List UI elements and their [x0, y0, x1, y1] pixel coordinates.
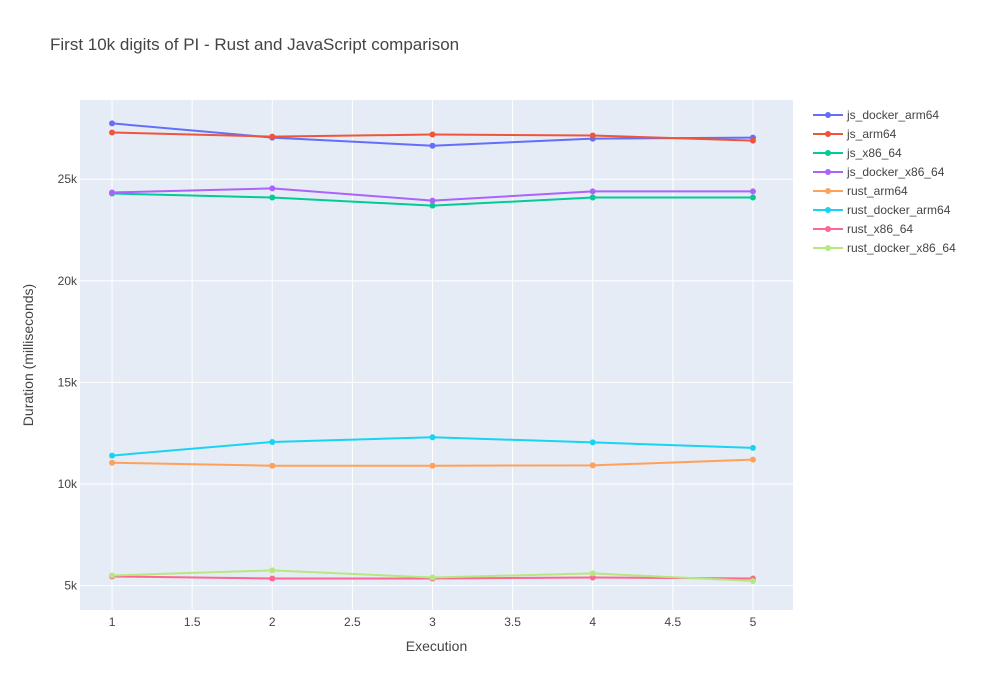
legend-label: js_docker_arm64: [846, 108, 939, 122]
legend-swatch-marker: [825, 226, 831, 232]
data-point[interactable]: [269, 575, 276, 582]
plot-area: [80, 100, 793, 610]
x-tick-label: 3.5: [504, 615, 521, 629]
data-point[interactable]: [109, 572, 116, 579]
series-rust-arm64[interactable]: [109, 456, 756, 469]
series-layer: [109, 120, 756, 584]
legend-item[interactable]: rust_x86_64: [813, 222, 913, 236]
x-tick-label: 5: [750, 615, 757, 629]
data-point[interactable]: [749, 194, 756, 201]
y-tick-label: 10k: [58, 477, 78, 491]
data-point[interactable]: [109, 189, 116, 196]
x-axis-ticks: 1 1.5 2 2.5 3 3.5 4 4.5 5: [109, 615, 757, 629]
y-tick-label: 20k: [58, 274, 78, 288]
data-point[interactable]: [269, 133, 276, 140]
x-tick-label: 4.5: [664, 615, 681, 629]
y-axis-title: Duration (milliseconds): [20, 284, 36, 426]
data-point[interactable]: [749, 577, 756, 584]
legend-label: js_arm64: [846, 127, 897, 141]
data-point[interactable]: [429, 202, 436, 209]
legend[interactable]: js_docker_arm64 js_arm64 js_x86_64 js_docke…: [813, 108, 956, 255]
series-js-docker-x86-64[interactable]: [109, 185, 756, 204]
data-point[interactable]: [109, 129, 116, 136]
x-tick-label: 3: [429, 615, 436, 629]
data-point[interactable]: [749, 456, 756, 463]
data-point[interactable]: [429, 197, 436, 204]
grid-lines: [80, 100, 793, 610]
legend-label: js_docker_x86_64: [846, 165, 945, 179]
series-js-x86-64[interactable]: [109, 190, 756, 209]
data-point[interactable]: [589, 462, 596, 469]
data-point[interactable]: [269, 185, 276, 192]
data-point[interactable]: [429, 574, 436, 581]
data-point[interactable]: [109, 459, 116, 466]
y-axis-ticks: 5k 10k 15k 20k 25k: [58, 172, 78, 592]
legend-label: rust_arm64: [847, 184, 908, 198]
data-point[interactable]: [269, 567, 276, 574]
x-axis-title: Execution: [406, 638, 467, 654]
series-rust-docker-x86-64[interactable]: [109, 567, 756, 584]
series-rust-docker-arm64[interactable]: [109, 434, 756, 459]
x-tick-label: 1.5: [184, 615, 201, 629]
series-js-arm64[interactable]: [109, 129, 756, 144]
legend-item[interactable]: js_docker_x86_64: [813, 165, 945, 179]
data-point[interactable]: [589, 132, 596, 139]
data-point[interactable]: [429, 131, 436, 138]
data-point[interactable]: [429, 434, 436, 441]
legend-label: rust_docker_x86_64: [847, 241, 956, 255]
data-point[interactable]: [749, 137, 756, 144]
legend-swatch-marker: [825, 150, 831, 156]
x-tick-label: 2: [269, 615, 276, 629]
legend-label: js_x86_64: [846, 146, 902, 160]
data-point[interactable]: [589, 188, 596, 195]
legend-label: rust_x86_64: [847, 222, 913, 236]
legend-item[interactable]: js_x86_64: [813, 146, 902, 160]
legend-swatch-marker: [825, 207, 831, 213]
data-point[interactable]: [749, 188, 756, 195]
data-point[interactable]: [269, 438, 276, 445]
legend-swatch-marker: [825, 245, 831, 251]
legend-item[interactable]: rust_docker_arm64: [813, 203, 951, 217]
legend-swatch-marker: [825, 131, 831, 137]
legend-item[interactable]: rust_docker_x86_64: [813, 241, 956, 255]
legend-label: rust_docker_arm64: [847, 203, 951, 217]
legend-swatch-marker: [825, 169, 831, 175]
data-point[interactable]: [269, 194, 276, 201]
chart-title: First 10k digits of PI - Rust and JavaSc…: [50, 35, 459, 54]
legend-swatch-marker: [825, 188, 831, 194]
legend-item[interactable]: js_docker_arm64: [813, 108, 939, 122]
legend-item[interactable]: js_arm64: [813, 127, 897, 141]
legend-swatch-marker: [825, 112, 831, 118]
data-point[interactable]: [269, 462, 276, 469]
legend-item[interactable]: rust_arm64: [813, 184, 908, 198]
data-point[interactable]: [109, 452, 116, 459]
data-point[interactable]: [589, 194, 596, 201]
x-tick-label: 4: [589, 615, 596, 629]
x-tick-label: 1: [109, 615, 116, 629]
data-point[interactable]: [429, 462, 436, 469]
x-tick-label: 2.5: [344, 615, 361, 629]
y-tick-label: 15k: [58, 375, 78, 389]
data-point[interactable]: [749, 444, 756, 451]
y-tick-label: 25k: [58, 172, 78, 186]
y-tick-label: 5k: [64, 579, 78, 593]
data-point[interactable]: [429, 142, 436, 149]
data-point[interactable]: [589, 570, 596, 577]
data-point[interactable]: [589, 439, 596, 446]
data-point[interactable]: [109, 120, 116, 127]
